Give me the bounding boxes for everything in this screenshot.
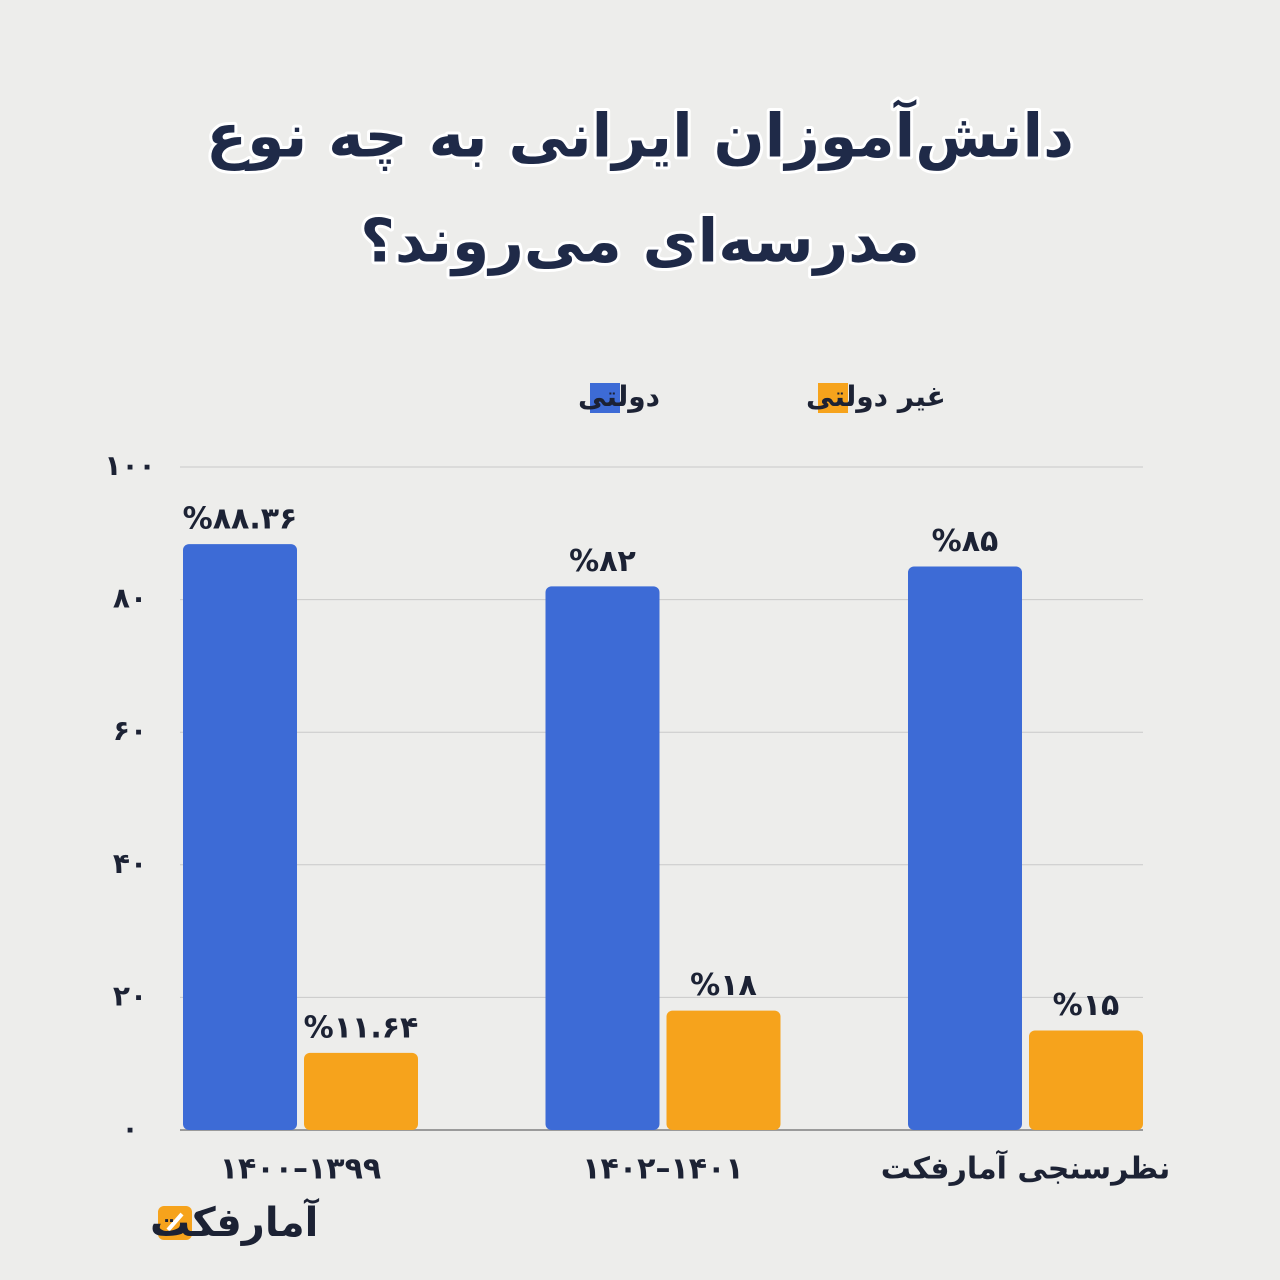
chart-title: دانش‌آموزان ایرانی به چه نوع xyxy=(206,99,1074,172)
bar xyxy=(666,1010,781,1130)
value-label: %۸۵ xyxy=(932,524,999,559)
value-label: %۱۵ xyxy=(1053,988,1120,1023)
y-tick-label: ۶۰ xyxy=(113,714,147,747)
legend-label: دولتی xyxy=(578,380,660,413)
value-label: %۸۸.۳۶ xyxy=(183,502,298,537)
logo-icon-mark xyxy=(166,1212,184,1232)
x-tick-label: ۱۴۰۱–۱۴۰۲ xyxy=(582,1152,744,1187)
y-tick-label: ۸۰ xyxy=(113,582,147,615)
y-tick-label: ۰ xyxy=(121,1112,138,1145)
bar xyxy=(304,1052,418,1130)
y-tick-label: ۲۰ xyxy=(113,979,147,1012)
value-label: %۸۲ xyxy=(569,544,636,579)
legend-swatch xyxy=(590,383,620,413)
bar xyxy=(908,566,1022,1130)
bar xyxy=(1029,1030,1143,1130)
chart-title: مدرسه‌ای می‌روند؟ xyxy=(360,207,920,277)
x-tick-label: نظرسنجی آمارفکت xyxy=(881,1150,1171,1187)
y-tick-label: ۴۰ xyxy=(113,847,147,880)
bar xyxy=(545,586,660,1130)
x-tick-label: ۱۳۹۹–۱۴۰۰ xyxy=(220,1152,382,1187)
y-tick-label: ۱۰۰ xyxy=(104,449,155,482)
bar xyxy=(183,544,297,1130)
value-label: %۱۸ xyxy=(690,968,757,1003)
legend-swatch xyxy=(818,383,848,413)
legend-label: غیر دولتی xyxy=(806,380,946,413)
value-label: %۱۱.۶۴ xyxy=(304,1010,419,1045)
logo: آمارفکت xyxy=(150,1197,320,1246)
